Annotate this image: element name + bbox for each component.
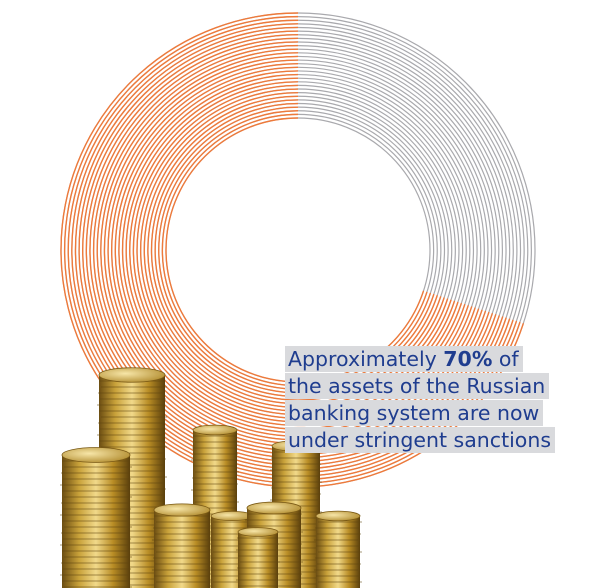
- caption-line-3: banking system are now: [285, 400, 544, 426]
- caption-line-1: Approximately 70% of: [285, 346, 523, 372]
- coin-stack: [60, 447, 132, 588]
- coin-stack: [152, 503, 212, 588]
- statistic-caption: Approximately 70% of the assets of the R…: [285, 346, 595, 454]
- coin-stack: [314, 510, 362, 588]
- caption-line-2: the assets of the Russian: [285, 373, 550, 399]
- caption-percentage: 70%: [443, 347, 493, 371]
- coin-stack: [236, 527, 280, 588]
- caption-prefix: Approximately: [288, 347, 444, 371]
- caption-line-4: under stringent sanctions: [285, 427, 556, 453]
- caption-suffix: of: [492, 347, 519, 371]
